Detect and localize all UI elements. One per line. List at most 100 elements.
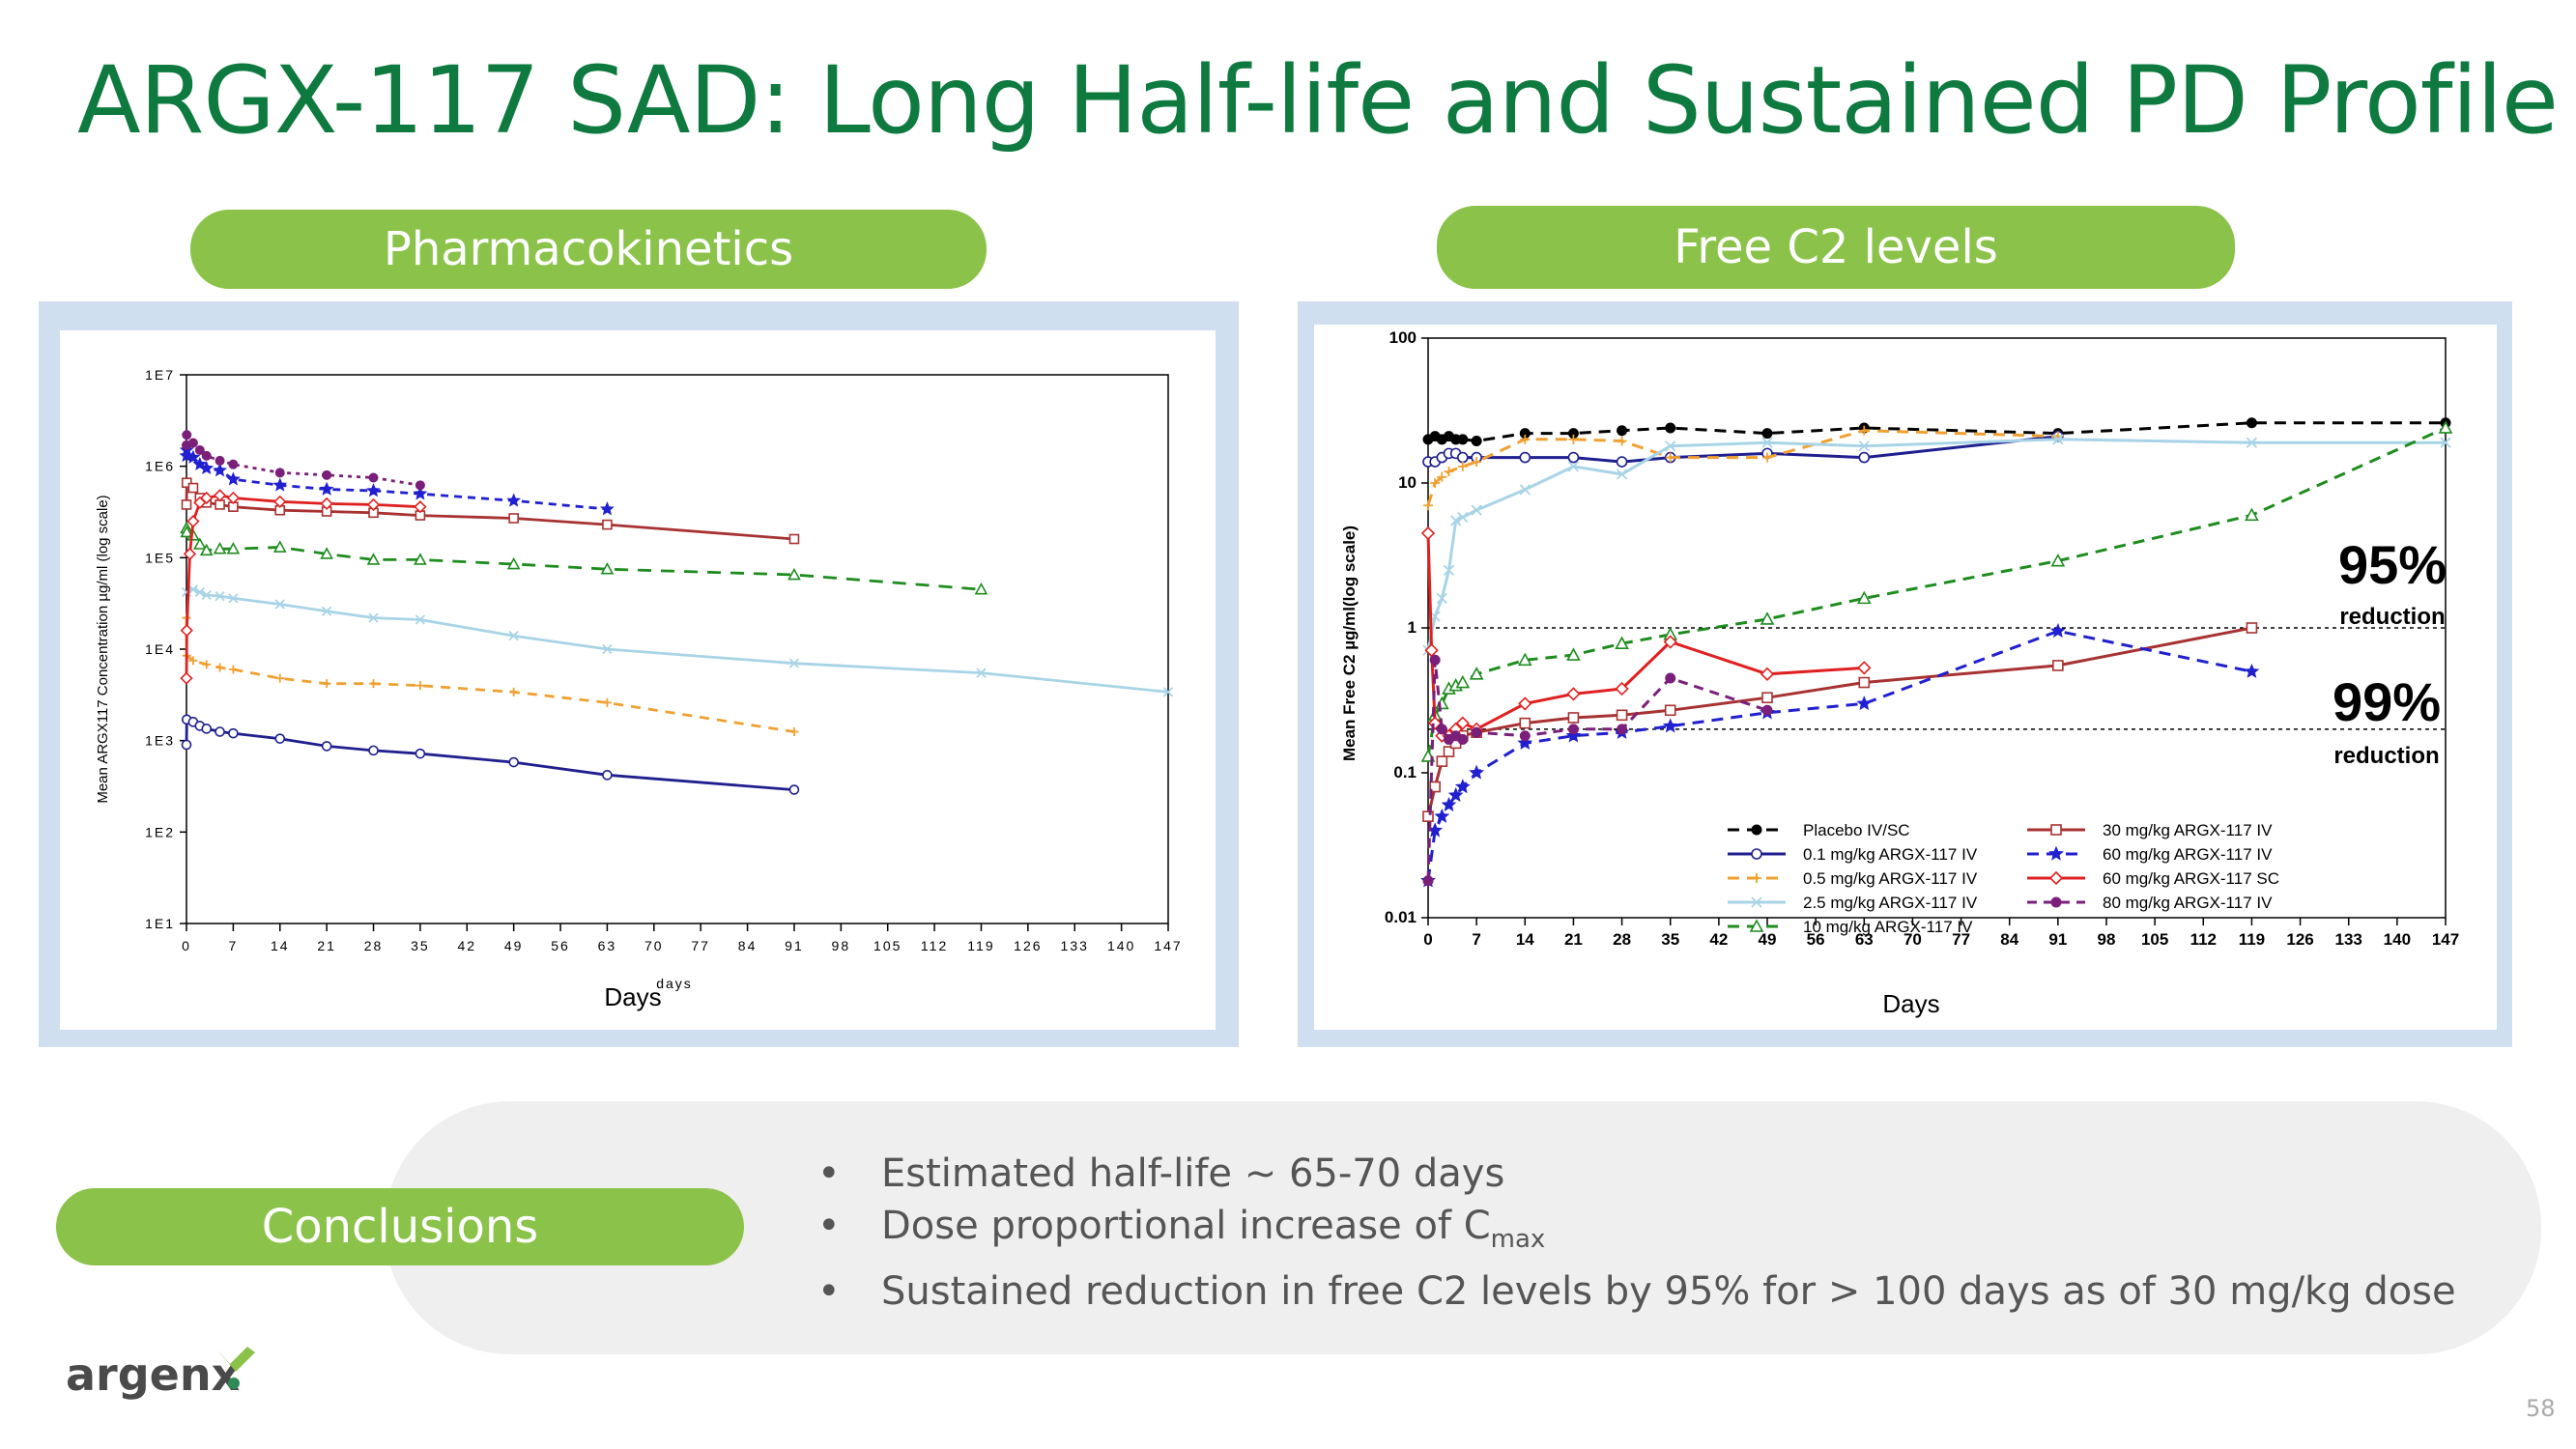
c2-data-point (1761, 704, 1773, 716)
pk-data-point (192, 537, 207, 550)
pk-x-tick-label: 14 (271, 938, 290, 953)
pk-data-point (181, 477, 192, 489)
c2-legend-label: 2.5 mg/kg ARGX-117 IV (1803, 894, 1978, 912)
c2-x-tick-label: 35 (1661, 930, 1679, 949)
c2-x-tick-label: 77 (1952, 930, 1970, 949)
pk-data-point (415, 480, 425, 491)
c2-legend-label: 80 mg/kg ARGX-117 IV (2103, 894, 2273, 912)
c2-data-point (1422, 810, 1434, 822)
pk-x-tick-label: 147 (1154, 938, 1182, 953)
pk-plot-area (186, 374, 1169, 924)
pk-data-point (602, 643, 613, 655)
c2-legend-swatch-marker (2048, 845, 2064, 861)
c2-data-point (1519, 451, 1531, 464)
pk-data-point (322, 606, 332, 616)
pk-x-tick-label: 7 (228, 938, 238, 953)
pk-data-point (414, 553, 427, 565)
pk-y-tick-label: 1E2 (145, 824, 175, 839)
pk-data-point (202, 660, 212, 669)
pk-data-point (186, 449, 201, 464)
c2-x-tick-label: 112 (2190, 930, 2217, 949)
c2-data-point (2245, 507, 2259, 522)
c2-data-point (1518, 696, 1532, 711)
c2-data-point (1423, 500, 1433, 511)
pk-data-point (228, 593, 239, 604)
pk-data-point (506, 556, 521, 570)
pk-y-axis-label: Mean ARGX117 Concentration µg/ml (log sc… (95, 495, 111, 803)
c2-data-point (1436, 755, 1448, 767)
pk-data-point (180, 525, 194, 538)
c2-legend-label: 60 mg/kg ARGX-117 IV (2103, 845, 2273, 864)
pk-x-tick-label: 70 (644, 938, 664, 953)
c2-chart: 0.01 0.1 1 10 100 0 7 14 21 28 35 42 49 56 63 70 77 84 91 9… (1340, 328, 2459, 1018)
c2-data-point (1430, 478, 1441, 488)
pk-data-point (215, 726, 225, 737)
c2-x-tick-label: 0 (1423, 930, 1432, 949)
pk-x-axis-label: Days (604, 982, 661, 1011)
pk-data-point (183, 547, 197, 561)
pk-y-tick-label: 1E4 (145, 641, 175, 657)
pk-x-tick-label: 133 (1061, 938, 1089, 953)
pk-series-2 (181, 584, 1174, 697)
c2-data-point (1858, 676, 1871, 689)
pk-data-point (414, 500, 427, 514)
c2-x-axis-label: Days (1882, 989, 1939, 1018)
c2-data-point (1471, 504, 1482, 516)
c2-series-line (1427, 421, 2446, 443)
c2-legend-swatch-marker (2048, 870, 2064, 886)
pk-data-point (275, 673, 285, 683)
pk-y-tick-label: 1E5 (145, 550, 175, 565)
c2-series-4 (1420, 420, 2453, 762)
pk-y-tick-label: 1E3 (145, 733, 175, 749)
pk-data-point (415, 681, 425, 691)
conclusions-header-pill: Conclusions (56, 1188, 744, 1265)
c2-data-point (2244, 663, 2260, 678)
c2-data-point (1420, 526, 1436, 541)
pk-data-point (201, 589, 212, 601)
pk-data-point (789, 726, 799, 736)
conclusions-list: Estimated half-life ~ 65-70 days Dose pr… (812, 1148, 2456, 1318)
pk-data-point (322, 469, 332, 480)
c2-legend-label: 0.5 mg/kg ARGX-117 IV (1803, 869, 1978, 888)
c2-data-point (1567, 712, 1580, 724)
c2-data-point (1519, 484, 1531, 496)
c2-x-tick-label: 91 (2048, 930, 2067, 949)
pk-series-1 (182, 613, 799, 736)
pk-data-point (199, 543, 214, 556)
c2-data-point (2246, 437, 2258, 448)
pk-data-point (976, 668, 987, 678)
pk-data-point (320, 497, 333, 511)
c2-data-point (1436, 724, 1447, 735)
pk-data-point (319, 481, 334, 496)
annotation-95-value: 95% (2338, 534, 2447, 595)
pk-x-tick-label: 63 (598, 938, 617, 953)
c2-y-tick-label: 10 (1398, 473, 1417, 492)
c2-data-point (1455, 674, 1471, 689)
c2-data-point (2052, 434, 2064, 445)
pk-data-point (226, 541, 241, 554)
pk-data-point (599, 501, 615, 516)
c2-data-point (1444, 467, 1454, 477)
pk-data-point (413, 486, 428, 500)
c2-y-tick-label: 0.01 (1385, 908, 1417, 926)
c2-data-point (1760, 667, 1775, 681)
pk-data-point (201, 724, 213, 734)
pk-data-point (509, 687, 519, 696)
pk-data-point (415, 614, 426, 625)
pk-data-point (182, 430, 192, 440)
c2-x-tick-label: 84 (2000, 930, 2018, 949)
c2-legend-swatch-marker (1752, 873, 1761, 883)
c2-data-point (1519, 717, 1531, 729)
c2-data-point (2438, 420, 2453, 434)
c2-legend-item: 60 mg/kg ARGX-117 SC (2027, 869, 2279, 888)
c2-x-tick-label: 147 (2432, 930, 2459, 949)
pk-data-point (366, 483, 381, 497)
c2-legend-item: 60 mg/kg ARGX-117 IV (2027, 845, 2273, 864)
c2-data-point (1428, 716, 1443, 730)
c2-series-2 (1423, 425, 2063, 511)
pk-x-tick-label: 105 (873, 938, 902, 953)
c2-header-pill: Free C2 levels (1437, 206, 2235, 289)
c2-legend-item: 0.5 mg/kg ARGX-117 IV (1728, 869, 1978, 888)
c2-legend-label: 30 mg/kg ARGX-117 IV (2103, 821, 2273, 839)
pk-data-point (508, 513, 519, 524)
